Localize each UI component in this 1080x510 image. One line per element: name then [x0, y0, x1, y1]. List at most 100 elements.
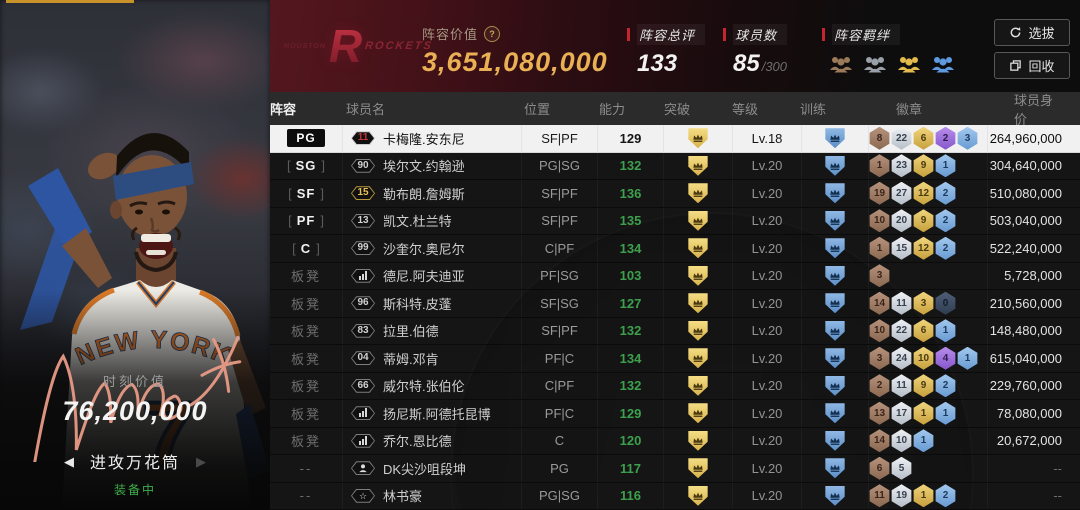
jersey-number-tag: 04 — [351, 351, 375, 366]
ability-cell: 129 — [598, 125, 664, 152]
badge-bronze-hex: 14 — [869, 429, 890, 453]
next-arrow-icon[interactable]: ▶ — [196, 453, 206, 469]
badge-bronze-hex: 19 — [869, 181, 890, 205]
bond-gold-group-icon[interactable] — [896, 54, 922, 74]
tag-inner — [352, 434, 374, 447]
table-row[interactable]: [C] 99 沙奎尔.奥尼尔 C|PF 134 Lv.20 1 15 12 2 522,240,00… — [270, 235, 1080, 263]
level-value: Lv.18 — [751, 130, 783, 146]
slot-cell: [SG] — [270, 152, 343, 179]
player-name: 卡梅隆.安东尼 — [383, 131, 465, 147]
level-value: Lv.20 — [751, 158, 783, 174]
slot-label: 板凳 — [290, 351, 321, 367]
recycle-button-label: 回收 — [1028, 59, 1055, 74]
bracket-glyph: [ — [286, 158, 291, 174]
jersey-number: 04 — [357, 352, 369, 364]
training-cell — [802, 290, 869, 317]
badge-bronze-hex: 3 — [869, 346, 890, 370]
position-value: PG|SG — [539, 158, 580, 174]
breakthrough-crown-icon — [688, 375, 708, 396]
jersey-number-tag: 96 — [351, 296, 375, 311]
ability-cell: 120 — [598, 427, 664, 454]
table-row[interactable]: 板凳 96 斯科特.皮蓬 SF|SG 127 Lv.20 14 11 3 0 210,560,000 — [270, 290, 1080, 318]
help-icon[interactable]: ? — [484, 25, 501, 42]
table-row[interactable]: [SG] 90 埃尔文.约翰逊 PG|SG 132 Lv.20 1 23 9 1 304,640,0… — [270, 152, 1080, 180]
jersey-number: 90 — [357, 159, 369, 171]
tag-inner: 90 — [352, 159, 374, 172]
table-row[interactable]: 板凳 04 蒂姆.邓肯 PF|C 134 Lv.20 3 24 10 4 1 615,040,000 — [270, 345, 1080, 373]
jersey-number: 99 — [357, 242, 369, 254]
position-value: SF|SG — [540, 295, 579, 311]
table-row[interactable]: 板凳 83 拉里.伯德 SF|PF 132 Lv.20 10 22 6 1 148,480,000 — [270, 317, 1080, 345]
player-value: 210,560,000 — [989, 295, 1062, 311]
slot-label: 板凳 — [290, 379, 321, 395]
slot-label: -- — [299, 488, 313, 504]
slot-label: PF — [296, 213, 316, 229]
badge-silver-hex: 11 — [891, 291, 912, 315]
breakthrough-cell — [664, 262, 733, 289]
player-value: 304,640,000 — [989, 158, 1062, 174]
position-cell: SF|PF — [522, 180, 598, 207]
table-row[interactable]: 板凳 66 威尔特.张伯伦 C|PF 132 Lv.20 2 11 9 2 229,760,000 — [270, 372, 1080, 400]
select-button[interactable]: 选拔 — [994, 19, 1070, 46]
logo-city-text: HOUSTON — [283, 42, 327, 50]
training-crown-icon — [825, 348, 845, 369]
table-row[interactable]: PG 11 卡梅隆.安东尼 SF|PF 129 Lv.18 8 22 6 2 3 264,960,00… — [270, 125, 1080, 153]
bars-icon — [359, 435, 367, 447]
breakthrough-cell — [664, 455, 733, 482]
bars-icon — [359, 408, 367, 419]
breakthrough-cell — [664, 152, 733, 179]
level-cell: Lv.20 — [733, 152, 802, 179]
bond-blue-group-icon[interactable] — [930, 54, 956, 74]
bracket-glyph: [ — [288, 185, 292, 201]
table-row[interactable]: 板凳 扬尼斯.阿德托昆博 PF|C 129 Lv.20 13 17 1 1 78,080,000 — [270, 400, 1080, 428]
player-info-overlay: 时刻价值 76,200,000 ◀ 进攻万花筒 ▶ 装备中 — [0, 371, 270, 510]
badge-gold-hex: 6 — [913, 126, 934, 150]
bond-bronze-group-icon[interactable] — [828, 54, 854, 74]
recycle-button[interactable]: 回收 — [994, 52, 1070, 79]
breakthrough-crown-icon — [688, 183, 708, 204]
person-icon — [359, 464, 367, 473]
training-crown-icon — [825, 430, 845, 451]
player-name-cell: 83 拉里.伯德 — [343, 317, 522, 344]
badge-blue-hex: 1 — [935, 154, 956, 178]
column-header-trn: 训练 — [800, 102, 827, 117]
table-row[interactable]: 板凳 德尼.阿夫迪亚 PF|SG 103 Lv.20 3 5,728,000 — [270, 262, 1080, 290]
bond-silver-group-icon[interactable] — [862, 54, 888, 74]
breakthrough-crown-icon — [688, 458, 708, 479]
value-cell: -- — [988, 455, 1080, 482]
badge-bronze-hex: 14 — [869, 291, 890, 315]
value-cell: 148,480,000 — [988, 318, 1080, 345]
tag-inner: 13 — [352, 214, 374, 227]
prev-arrow-icon[interactable]: ◀ — [63, 453, 74, 469]
breakthrough-cell — [664, 482, 733, 509]
position-value: SF|PF — [541, 213, 578, 229]
jersey-number-tag: 13 — [351, 213, 375, 228]
table-row[interactable]: [SF] 15 勒布朗.詹姆斯 SF|PF 136 Lv.20 19 27 12 2 510,080… — [270, 180, 1080, 208]
red-tick — [822, 28, 825, 41]
table-row[interactable]: -- ☆ 林书豪 PG|SG 116 Lv.20 11 19 1 2 -- — [270, 482, 1080, 510]
badge-navy-hex: 0 — [935, 291, 956, 315]
value-cell: 264,960,000 — [988, 125, 1080, 152]
training-crown-icon — [825, 155, 845, 176]
table-row[interactable]: 板凳 乔尔.恩比德 C 120 Lv.20 14 10 1 20,672,000 — [270, 427, 1080, 455]
breakthrough-cell — [664, 180, 733, 207]
table-row[interactable]: [PF] 13 凯文.杜兰特 SF|PF 135 Lv.20 10 20 9 2 503,040,0… — [270, 207, 1080, 235]
badge-bronze-hex: 1 — [869, 236, 890, 260]
badge-blue-hex: 1 — [957, 346, 978, 370]
ability-cell: 132 — [598, 152, 664, 179]
training-cell — [802, 455, 869, 482]
player-value: 510,080,000 — [989, 185, 1062, 201]
breakthrough-cell — [664, 207, 733, 234]
breakthrough-crown-icon — [688, 238, 708, 259]
slot-cell: 板凳 — [270, 427, 343, 454]
badges-cell: 14 10 1 — [869, 427, 988, 454]
position-value: PF|SG — [540, 268, 579, 284]
table-row[interactable]: -- DK尖沙咀段坤 PG 117 Lv.20 6 5 -- — [270, 455, 1080, 483]
ability-cell: 136 — [598, 180, 664, 207]
slot-label: 板凳 — [290, 296, 321, 312]
star-icon: ☆ — [358, 490, 368, 501]
level-value: Lv.20 — [751, 240, 783, 256]
column-header-name: 球员名 — [346, 102, 386, 117]
ability-value: 103 — [619, 268, 642, 284]
